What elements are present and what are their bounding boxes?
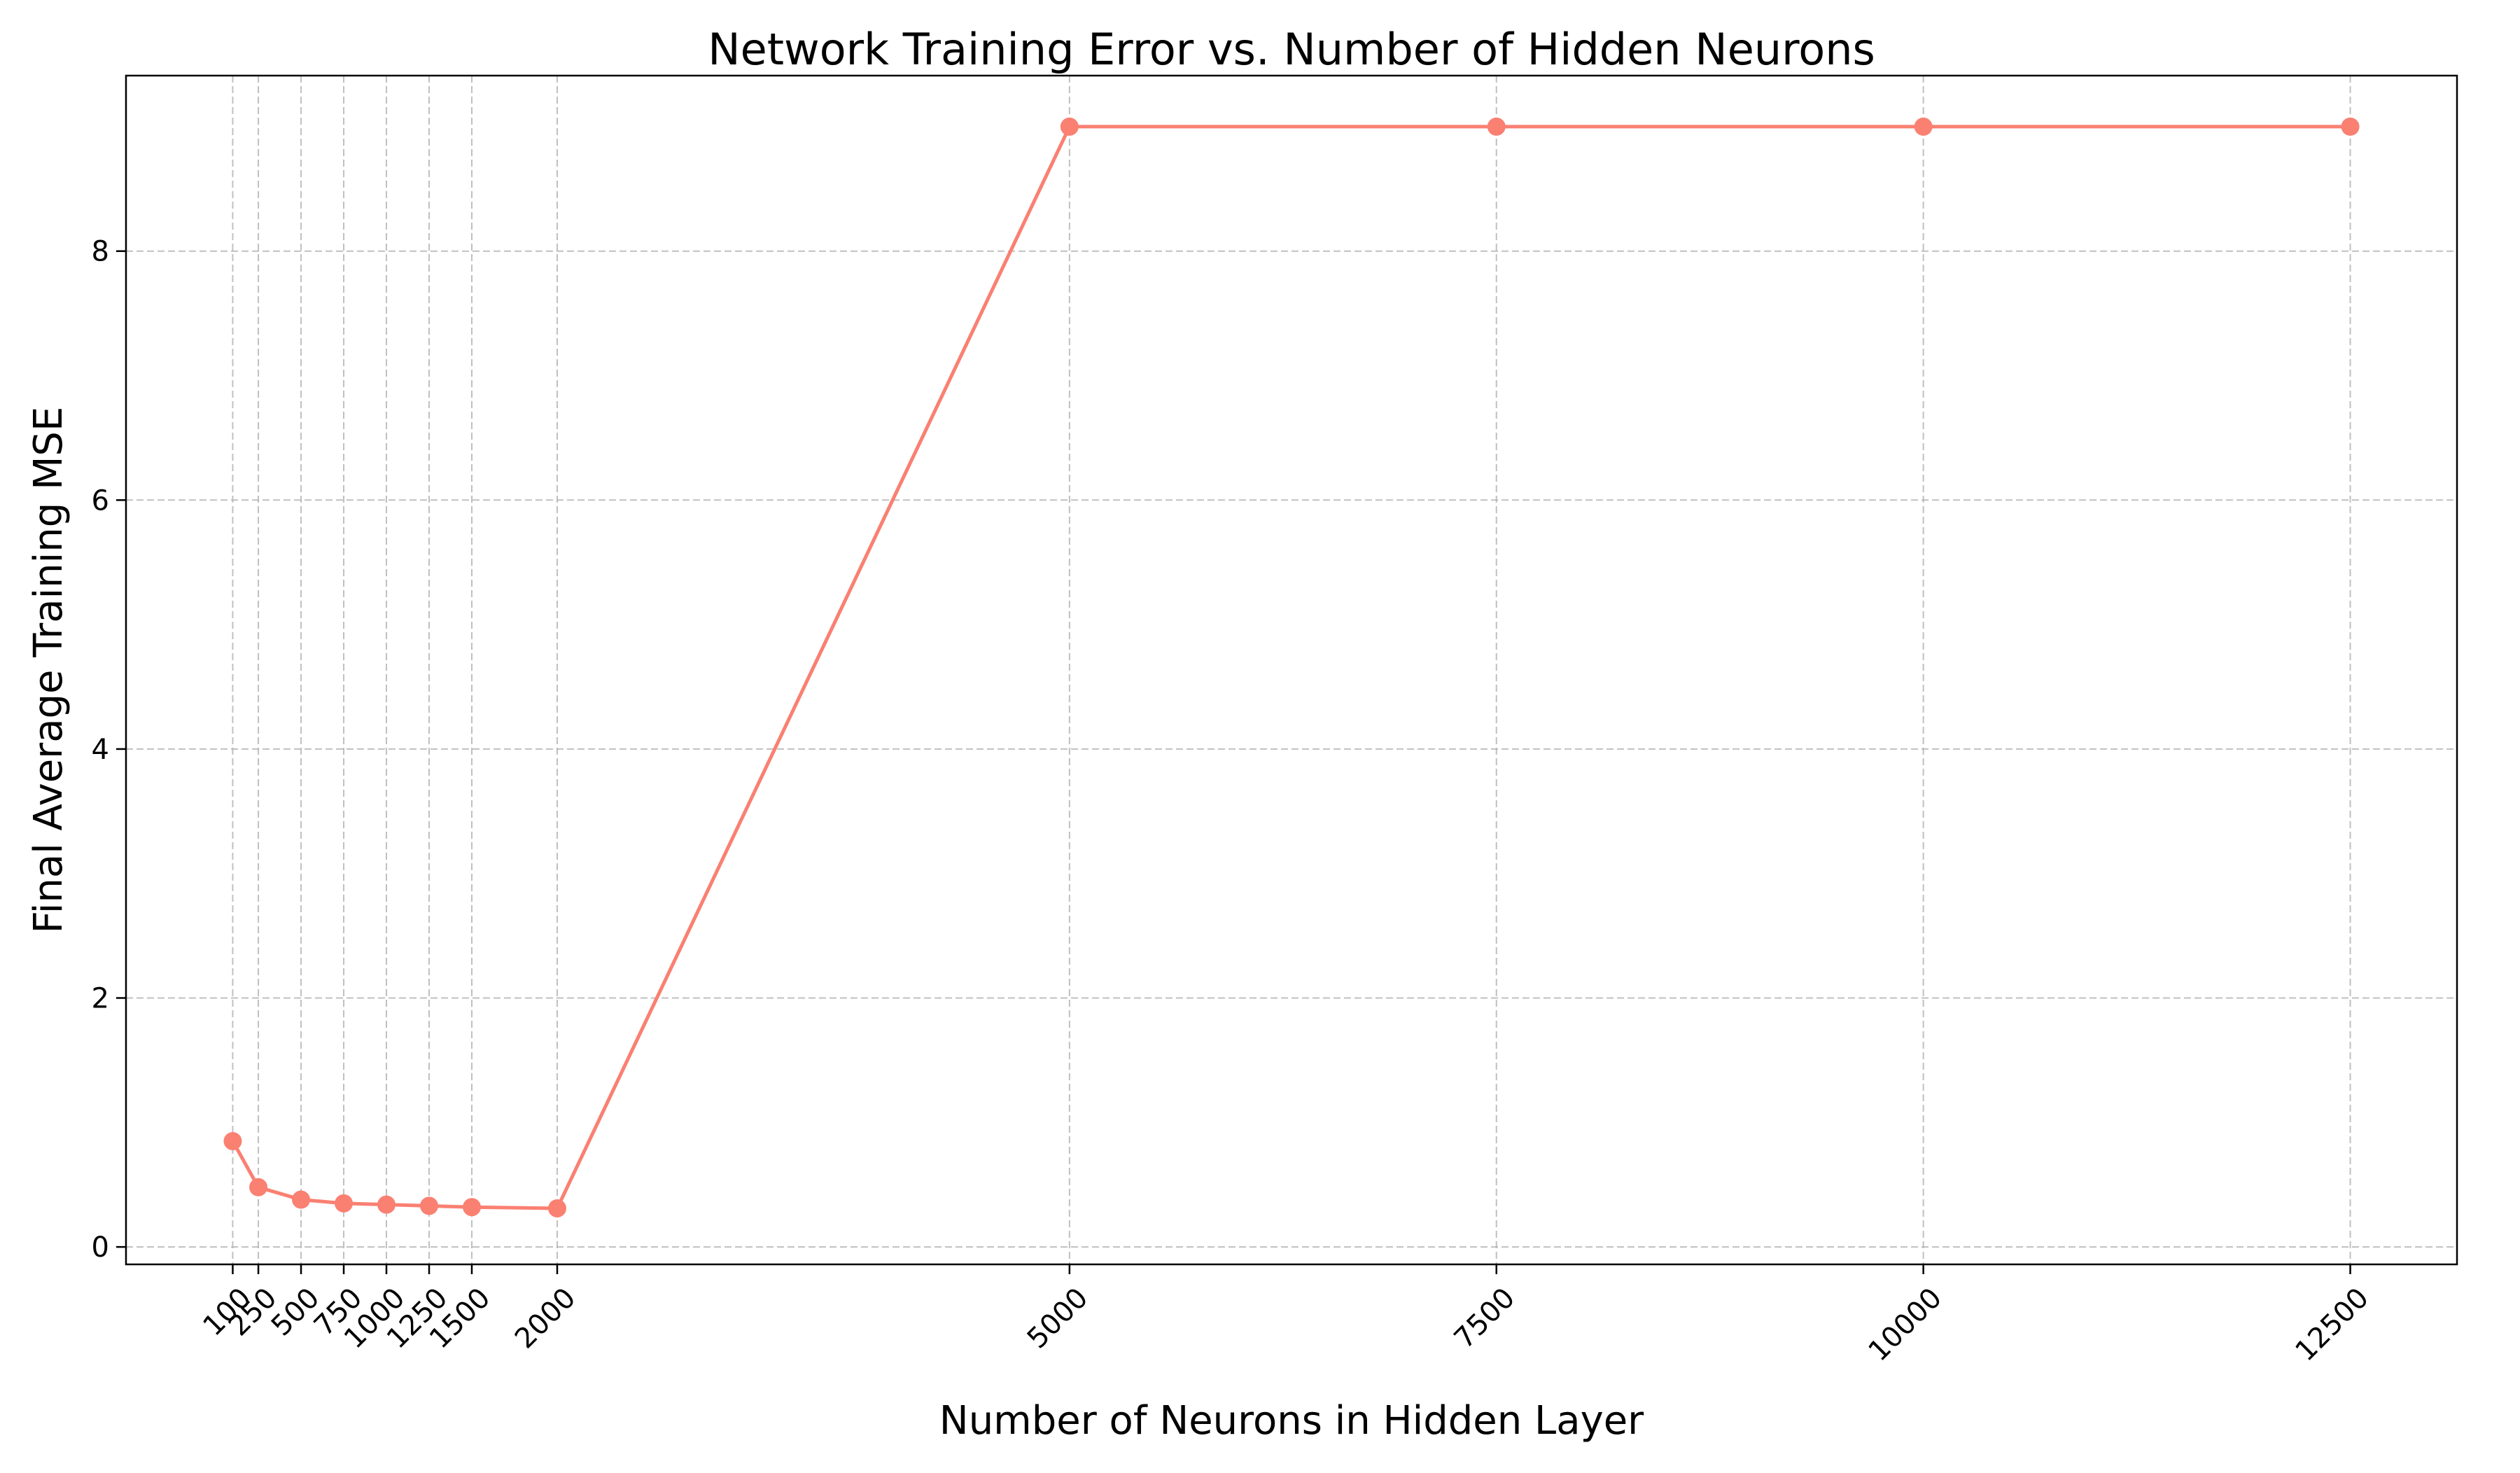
series-layer xyxy=(223,117,2360,1217)
grid-lines xyxy=(126,76,2457,1264)
y-tick-label: 6 xyxy=(92,484,109,517)
plot-area-frame xyxy=(125,74,2458,1266)
data-point xyxy=(463,1198,482,1217)
data-point xyxy=(292,1190,311,1209)
y-tick-label: 0 xyxy=(92,1231,109,1264)
y-tick-label: 4 xyxy=(92,734,109,766)
x-axis-label: Number of Neurons in Hidden Layer xyxy=(939,1398,1644,1444)
y-tick-label: 2 xyxy=(92,983,109,1015)
data-point xyxy=(377,1195,396,1214)
data-point xyxy=(223,1131,242,1150)
data-point xyxy=(249,1178,268,1196)
data-point xyxy=(2341,117,2360,136)
y-axis-label: Final Average Training MSE xyxy=(26,407,71,934)
data-point xyxy=(547,1199,566,1217)
data-point xyxy=(420,1196,439,1215)
data-point xyxy=(1914,117,1933,136)
data-point xyxy=(335,1194,354,1213)
y-tick-label: 8 xyxy=(92,236,109,268)
data-point xyxy=(1487,117,1506,136)
chart-title: Network Training Error vs. Number of Hid… xyxy=(708,24,1875,75)
data-point xyxy=(1060,117,1079,136)
y-axis-ticks: 0 2 4 6 8 xyxy=(92,236,126,1264)
